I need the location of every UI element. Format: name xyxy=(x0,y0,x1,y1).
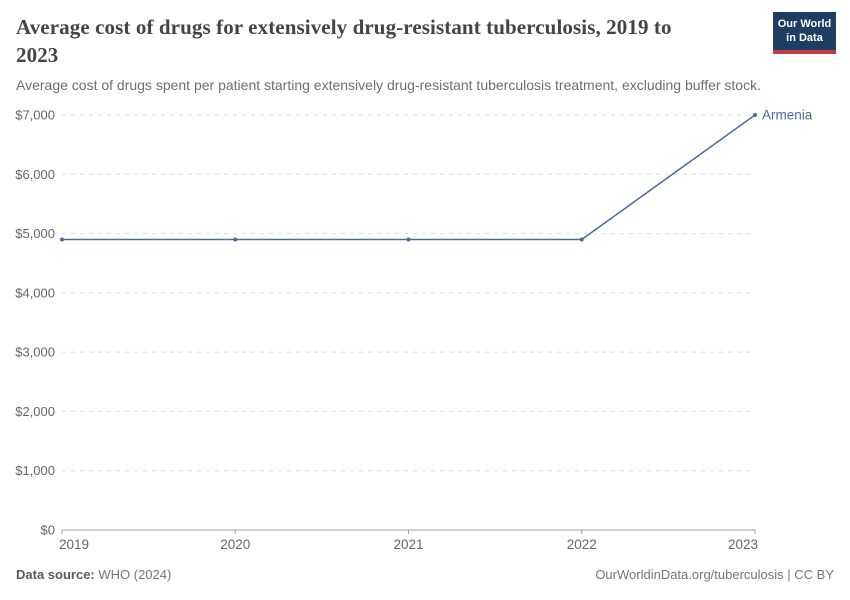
series-label-armenia[interactable]: Armenia xyxy=(762,108,813,123)
x-axis-tick-label: 2019 xyxy=(59,537,89,552)
y-axis-tick-label: $1,000 xyxy=(15,463,55,478)
data-source-label: Data source: xyxy=(16,567,95,582)
y-axis-tick-label: $0 xyxy=(41,523,55,538)
y-axis-tick-label: $3,000 xyxy=(15,345,55,360)
chart-subtitle: Average cost of drugs spent per patient … xyxy=(16,77,761,93)
data-point xyxy=(753,113,757,117)
data-point xyxy=(60,237,64,242)
x-axis-tick-label: 2020 xyxy=(220,537,250,552)
owid-logo-line2: in Data xyxy=(786,32,823,45)
owid-logo[interactable]: Our World in Data xyxy=(773,12,836,54)
license-label: | CC BY xyxy=(783,567,834,582)
y-axis-tick-label: $4,000 xyxy=(15,285,55,300)
y-axis-tick-label: $5,000 xyxy=(15,226,55,241)
y-axis-tick-label: $6,000 xyxy=(15,167,55,182)
y-axis-tick-label: $2,000 xyxy=(15,404,55,419)
y-axis-tick-label: $7,000 xyxy=(15,108,55,123)
x-axis-tick-label: 2023 xyxy=(728,537,758,552)
x-axis-tick-label: 2021 xyxy=(393,537,423,552)
line-chart: $0 $1,000 $2,000 $3,000 $4,000 $5,000 $6,000 $7… xyxy=(15,108,813,553)
owid-url-link[interactable]: OurWorldinData.org/tuberculosis xyxy=(595,567,784,582)
chart-footer: Data source: WHO (2024) OurWorldinData.o… xyxy=(16,567,834,582)
chart-title: Average cost of drugs for extensively dr… xyxy=(16,15,672,67)
data-point xyxy=(579,237,584,242)
x-axis-tick-label: 2022 xyxy=(567,537,597,552)
data-point xyxy=(406,237,411,242)
owid-logo-line1: Our World xyxy=(777,18,832,30)
footer-attribution: OurWorldinData.org/tuberculosis | CC BY xyxy=(595,567,834,582)
data-point xyxy=(233,237,238,242)
data-source-value: WHO (2024) xyxy=(94,567,172,582)
data-source-note: Data source: WHO (2024) xyxy=(16,567,171,582)
line-series-armenia[interactable] xyxy=(62,114,756,241)
